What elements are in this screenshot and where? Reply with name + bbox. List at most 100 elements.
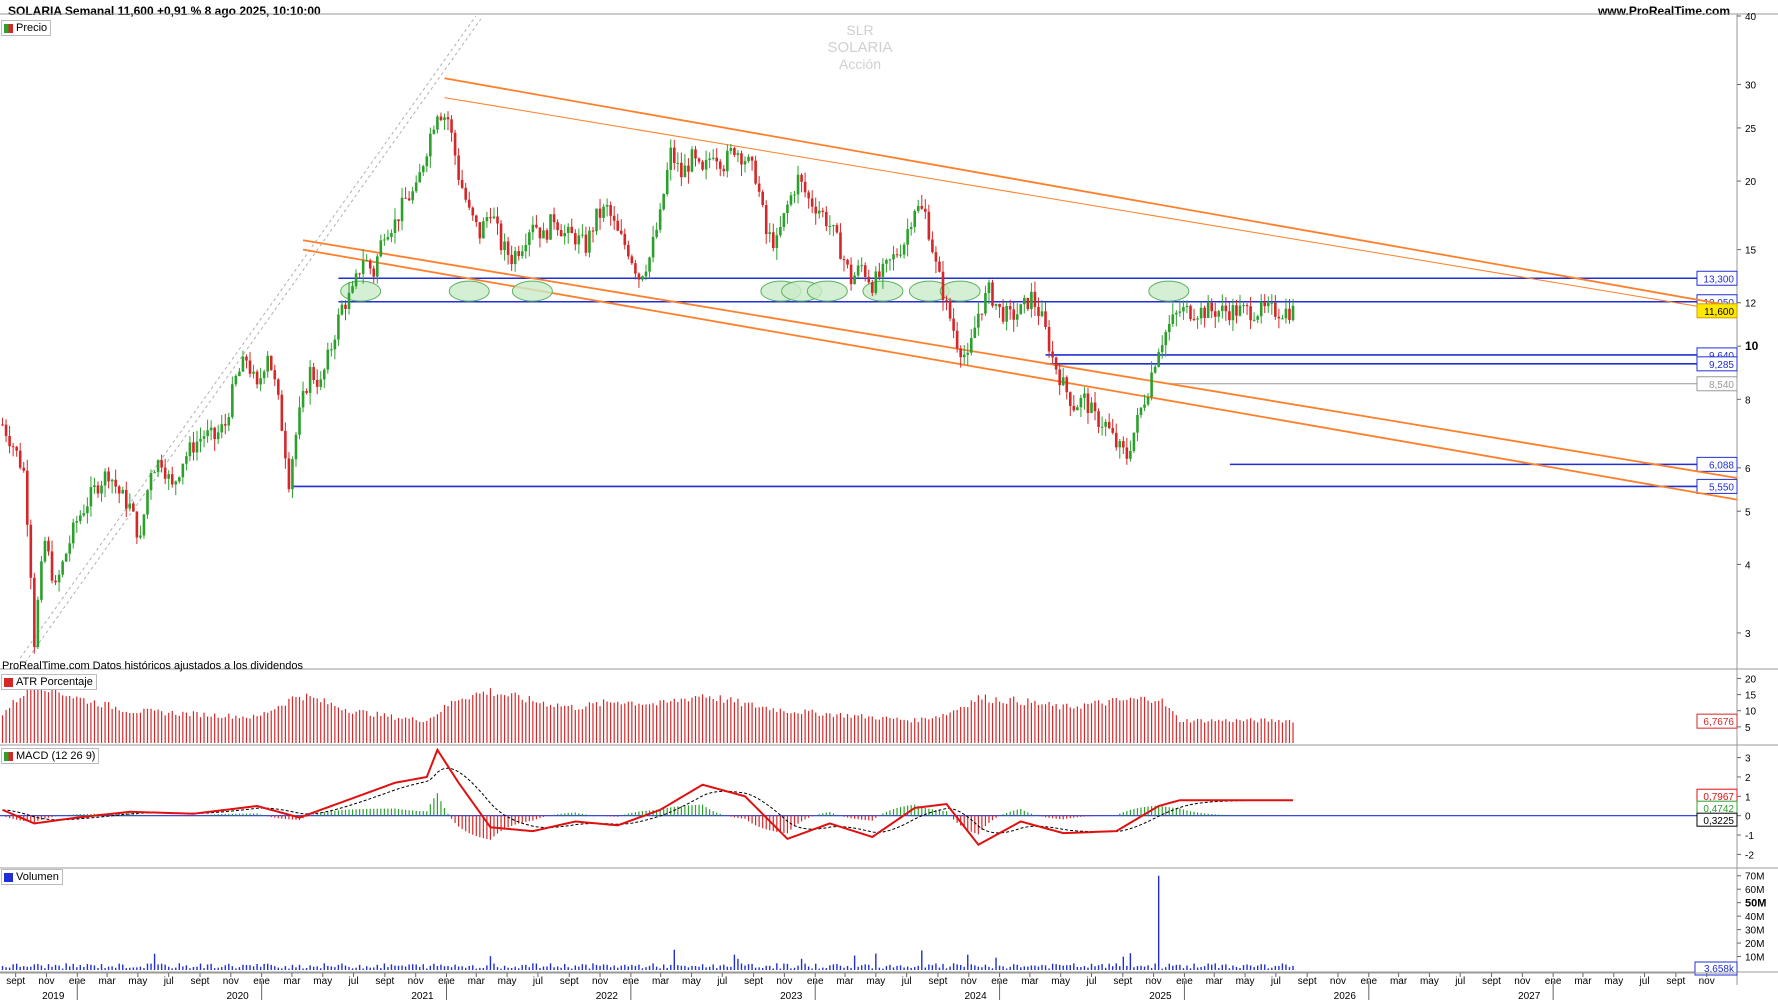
candle-body <box>651 236 655 258</box>
atr-value-box <box>1696 713 1738 729</box>
candle-body <box>277 379 280 395</box>
candle-body <box>22 467 26 471</box>
candle-body <box>1224 305 1228 312</box>
candle-body <box>687 165 690 172</box>
atr-panel-label: ATR Porcentaje <box>1 674 97 690</box>
candle-body <box>1259 301 1263 317</box>
last-price-box <box>1696 303 1738 319</box>
candle-body <box>938 261 941 272</box>
candle-body <box>234 375 238 385</box>
candle-body <box>761 191 764 206</box>
candle-body <box>743 161 747 165</box>
candle-body <box>135 511 139 538</box>
candle-body <box>1231 305 1235 321</box>
candle-body <box>1090 402 1093 413</box>
candle-body <box>881 263 885 277</box>
candle-body <box>906 229 909 245</box>
candle-body <box>878 271 881 277</box>
candle-body <box>457 155 460 180</box>
macd-tick-label: 0 <box>1745 812 1751 823</box>
candle-body <box>57 574 61 583</box>
candle-body <box>220 424 224 433</box>
candle-body <box>11 446 15 448</box>
candle-body <box>1001 307 1005 322</box>
candle-body <box>1008 306 1012 310</box>
candle-body <box>619 230 623 234</box>
candle-body <box>952 318 955 331</box>
month-label: nov <box>38 976 54 987</box>
candle-body <box>874 271 878 293</box>
candle-body <box>245 356 248 361</box>
candle-body <box>107 471 110 482</box>
level-box <box>1696 356 1738 372</box>
month-label: mar <box>652 976 670 987</box>
month-label: jul <box>1639 976 1650 987</box>
macd-line <box>2 747 1294 846</box>
candle-body <box>771 232 775 249</box>
candle-body <box>920 205 924 209</box>
month-label: mar <box>1021 976 1039 987</box>
candle-body <box>842 259 846 261</box>
candle-body <box>1206 302 1210 318</box>
candle-body <box>948 300 952 319</box>
volume-tick-label: 50M <box>1745 898 1766 910</box>
candle-body <box>542 230 545 239</box>
candle-body <box>471 207 475 216</box>
candle-body <box>238 371 241 376</box>
candle-body <box>1288 308 1291 321</box>
candle-body <box>89 487 93 507</box>
candle-body <box>1129 451 1132 459</box>
candle-body <box>383 239 386 241</box>
candle-body <box>1012 309 1016 320</box>
candle-body <box>672 147 676 163</box>
candle-body <box>747 156 750 162</box>
candle-body <box>485 217 489 222</box>
candle-body <box>149 473 153 491</box>
candle-body <box>1114 432 1118 448</box>
candle-body <box>623 233 627 245</box>
candle-body <box>181 463 185 478</box>
candle-body <box>358 273 361 275</box>
candle-body <box>170 474 174 485</box>
candle-body <box>393 219 397 233</box>
macd-value-label: 0,4742 <box>1703 804 1734 815</box>
candle-body <box>188 442 192 457</box>
price-tick-label: 20 <box>1745 177 1757 188</box>
month-label: jul <box>348 976 359 987</box>
candle-body <box>1139 407 1143 415</box>
candle-body <box>227 417 231 426</box>
candle-body <box>545 230 549 240</box>
candle-body <box>333 339 337 350</box>
candle-body <box>885 259 888 264</box>
support-circle <box>511 280 553 302</box>
candle-body <box>588 230 591 253</box>
candle-body <box>178 477 181 482</box>
candle-body <box>528 232 531 245</box>
candle-body <box>1281 318 1284 320</box>
watermark-text: Acción <box>839 56 881 72</box>
candle-body <box>347 292 351 310</box>
candle-body <box>573 233 577 245</box>
month-label: jul <box>1270 976 1281 987</box>
candle-body <box>605 204 609 207</box>
candle-body <box>680 162 683 178</box>
candle-body <box>36 599 40 647</box>
candle-body <box>839 232 842 260</box>
candle-body <box>1146 397 1150 405</box>
year-label: 2023 <box>780 991 803 1000</box>
candle-body <box>47 540 50 552</box>
candle-body <box>556 222 559 230</box>
candle-body <box>1076 407 1079 411</box>
price-tick-label: 6 <box>1745 464 1751 475</box>
candle-body <box>132 503 135 512</box>
price-tick-label: 5 <box>1745 507 1751 518</box>
price-tick-label: 15 <box>1745 246 1757 257</box>
candle-body <box>757 183 761 192</box>
month-label: jul <box>901 976 912 987</box>
month-label: may <box>313 976 332 987</box>
candle-body <box>110 479 114 482</box>
candle-body <box>340 304 344 315</box>
candle-body <box>1122 441 1125 448</box>
candle-body <box>482 221 485 239</box>
price-tick-label: 3 <box>1745 629 1751 640</box>
